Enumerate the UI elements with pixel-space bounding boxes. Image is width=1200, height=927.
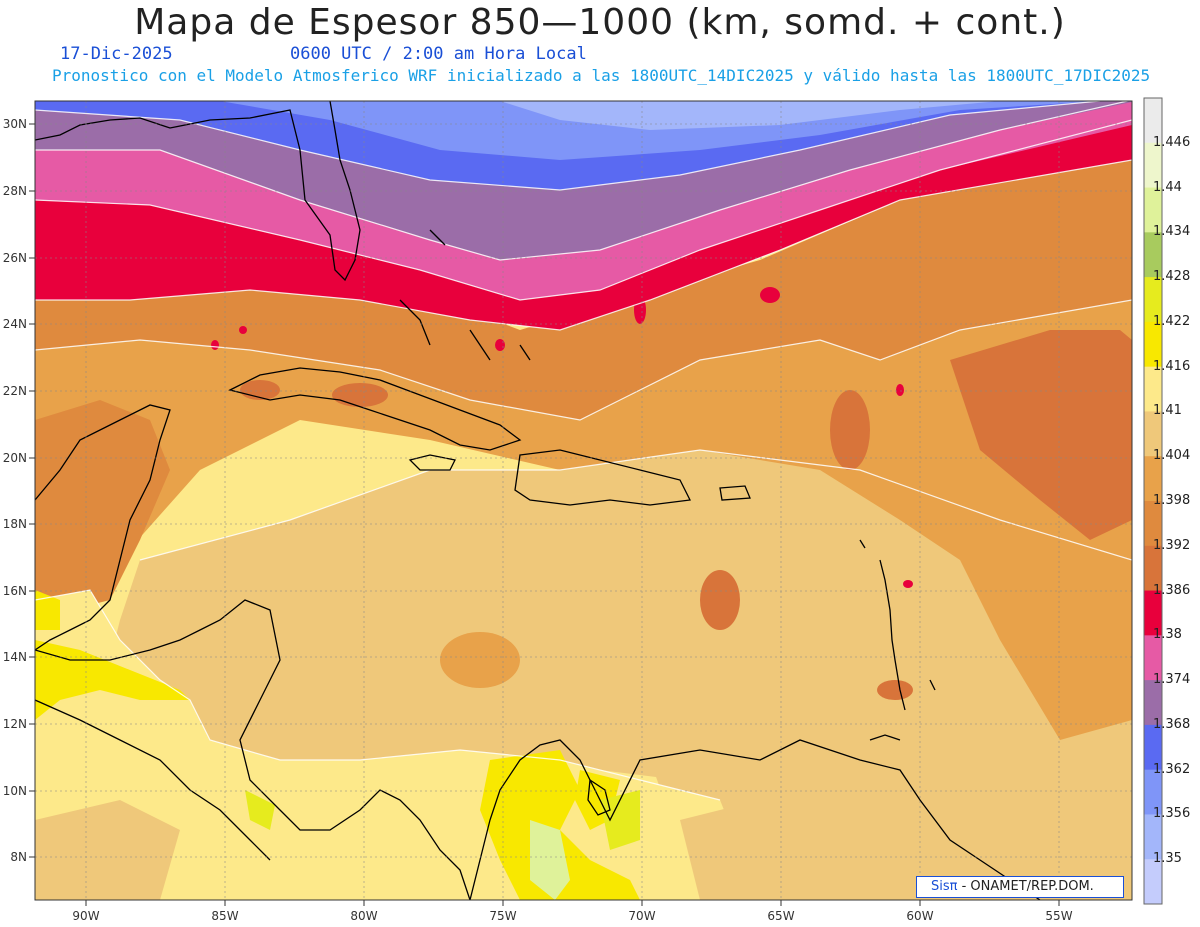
lon-label: 75W (489, 909, 516, 923)
color-bar-swatch (1144, 98, 1162, 144)
legend-level-label: 1.434 (1153, 224, 1191, 240)
legend-level-label: 1.368 (1153, 716, 1191, 732)
lat-label: 26N (3, 251, 27, 265)
color-bar-swatch (1144, 590, 1162, 636)
lon-label: 65W (767, 909, 794, 923)
lon-label: 60W (906, 909, 933, 923)
legend-level-label: 1.38 (1153, 627, 1182, 643)
color-bar-swatch (1144, 277, 1162, 323)
color-bar-swatch (1144, 366, 1162, 412)
legend-level-label: 1.356 (1153, 806, 1191, 822)
lat-label: 30N (3, 117, 27, 131)
coastlines (35, 101, 1041, 900)
plot-frame (34, 100, 1133, 901)
color-bar-swatch (1144, 859, 1162, 905)
color-bar-swatch (1144, 814, 1162, 860)
lat-label: 24N (3, 317, 27, 331)
color-bar-swatch (1144, 635, 1162, 681)
forecast-date: 17-Dic-2025 (60, 44, 173, 64)
legend-level-label: 1.422 (1153, 313, 1191, 329)
color-bar-frame (1143, 97, 1163, 905)
lat-label: 20N (3, 451, 27, 465)
thickness-field (35, 101, 1132, 900)
color-bar-swatch (1144, 545, 1162, 592)
legend-level-label: 1.35 (1153, 851, 1182, 867)
sispi-logo-text: Sisπ (931, 879, 958, 894)
legend-level-label: 1.428 (1153, 269, 1191, 285)
legend-level-label: 1.392 (1153, 537, 1191, 553)
lat-label: 8N (10, 850, 27, 864)
legend-level-label: 1.44 (1153, 179, 1182, 195)
legend-level-label: 1.446 (1153, 134, 1191, 150)
lat-label: 16N (3, 584, 27, 598)
model-info: Pronostico con el Modelo Atmosferico WRF… (52, 66, 1151, 85)
legend-level-label: 1.398 (1153, 493, 1191, 508)
legend-level-label: 1.374 (1153, 672, 1191, 688)
lat-label: 18N (3, 517, 27, 531)
lat-label: 10N (3, 784, 27, 798)
color-bar-swatch (1144, 411, 1162, 457)
lat-label: 14N (3, 650, 27, 664)
lon-label: 80W (350, 909, 377, 923)
map-title: Mapa de Espesor 850—1000 (km, somd. + co… (134, 2, 1066, 43)
lat-label: 12N (3, 717, 27, 731)
grid-lines (35, 101, 1132, 900)
color-bar-swatch (1144, 724, 1162, 771)
color-bar (1143, 97, 1163, 905)
color-bar-swatch (1144, 142, 1162, 189)
legend-level-label: 1.416 (1153, 358, 1191, 374)
credit-box: Sisπ - ONAMET/REP.DOM. (916, 876, 1124, 898)
color-bar-swatch (1144, 769, 1162, 815)
color-bar-swatch (1144, 501, 1162, 547)
lon-label: 85W (211, 909, 238, 923)
legend-level-label: 1.386 (1153, 582, 1191, 598)
lon-label: 90W (72, 909, 99, 923)
forecast-time: 0600 UTC / 2:00 am Hora Local (290, 44, 587, 64)
lat-label: 22N (3, 384, 27, 398)
color-bar-swatch (1144, 321, 1162, 368)
lon-label: 70W (628, 909, 655, 923)
legend-level-label: 1.362 (1153, 761, 1191, 777)
color-bar-swatch (1144, 187, 1162, 233)
color-bar-swatch (1144, 456, 1162, 502)
legend-level-label: 1.41 (1153, 403, 1182, 419)
color-bar-swatch (1144, 680, 1162, 726)
lon-label: 55W (1045, 909, 1072, 923)
credit-org: - ONAMET/REP.DOM. (961, 879, 1094, 894)
color-bar-swatch (1144, 232, 1162, 278)
lat-label: 28N (3, 184, 27, 198)
legend-level-label: 1.404 (1153, 448, 1191, 464)
